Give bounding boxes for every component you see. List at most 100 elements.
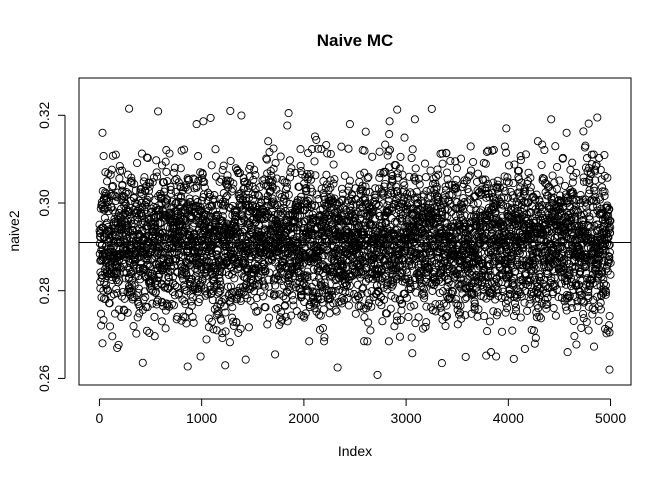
data-point bbox=[280, 301, 290, 310]
data-point bbox=[140, 173, 149, 182]
data-point bbox=[411, 164, 420, 173]
data-point bbox=[214, 288, 223, 297]
data-point bbox=[262, 155, 272, 164]
data-point bbox=[332, 307, 341, 316]
data-point bbox=[480, 312, 489, 321]
data-point bbox=[290, 257, 299, 266]
data-point bbox=[250, 165, 259, 174]
data-point bbox=[127, 280, 136, 289]
data-point bbox=[342, 280, 351, 289]
data-point bbox=[122, 188, 131, 197]
data-point bbox=[150, 312, 159, 321]
data-point bbox=[594, 316, 603, 325]
data-point bbox=[320, 337, 329, 346]
data-point bbox=[206, 113, 215, 122]
data-point bbox=[136, 185, 145, 194]
data-point bbox=[188, 312, 197, 322]
data-point bbox=[297, 292, 306, 301]
data-point bbox=[165, 302, 174, 311]
data-point bbox=[190, 230, 199, 239]
data-point bbox=[315, 310, 324, 319]
data-point bbox=[286, 251, 295, 261]
data-point bbox=[361, 182, 370, 191]
data-point bbox=[246, 284, 255, 294]
data-point bbox=[287, 164, 296, 173]
data-point bbox=[183, 185, 193, 194]
data-point bbox=[148, 178, 157, 187]
data-point bbox=[152, 297, 162, 306]
data-point bbox=[120, 294, 129, 303]
data-point bbox=[273, 250, 282, 260]
data-point bbox=[548, 171, 557, 180]
data-point bbox=[249, 175, 258, 184]
data-point bbox=[162, 167, 171, 176]
data-point bbox=[375, 173, 384, 182]
data-point bbox=[257, 214, 266, 223]
data-point bbox=[114, 256, 124, 265]
data-point bbox=[131, 186, 140, 195]
data-point bbox=[110, 231, 119, 240]
data-point bbox=[134, 299, 143, 308]
data-point bbox=[320, 333, 329, 342]
data-point bbox=[225, 240, 234, 249]
data-point bbox=[166, 185, 175, 194]
data-point bbox=[289, 296, 298, 305]
data-point bbox=[501, 308, 510, 317]
data-point bbox=[345, 176, 354, 185]
data-point bbox=[150, 332, 159, 341]
data-point bbox=[298, 281, 307, 290]
data-point bbox=[294, 259, 304, 268]
data-point bbox=[102, 177, 112, 186]
data-point bbox=[600, 191, 609, 200]
data-point bbox=[339, 243, 348, 252]
data-point bbox=[385, 130, 394, 139]
data-point bbox=[251, 171, 260, 180]
data-point bbox=[354, 267, 363, 276]
data-point bbox=[325, 290, 334, 300]
data-point bbox=[276, 210, 285, 220]
data-point bbox=[169, 301, 179, 310]
data-point bbox=[123, 308, 132, 317]
data-point bbox=[122, 222, 131, 231]
data-point bbox=[344, 211, 353, 220]
data-point bbox=[371, 184, 380, 193]
data-point bbox=[229, 317, 238, 326]
data-point bbox=[202, 335, 211, 344]
data-point bbox=[269, 164, 278, 173]
data-point bbox=[453, 320, 462, 329]
data-point bbox=[163, 300, 172, 309]
data-point bbox=[451, 211, 460, 221]
data-point bbox=[312, 135, 321, 144]
data-point bbox=[213, 234, 223, 243]
data-point bbox=[178, 295, 187, 304]
data-point bbox=[151, 260, 160, 269]
data-point bbox=[184, 259, 193, 268]
data-point bbox=[281, 312, 290, 321]
data-point bbox=[360, 146, 369, 155]
data-point bbox=[283, 288, 292, 297]
data-point bbox=[132, 329, 141, 338]
data-point bbox=[360, 337, 369, 346]
data-point bbox=[129, 322, 138, 331]
data-point bbox=[115, 262, 124, 271]
data-point bbox=[138, 305, 147, 314]
data-point bbox=[209, 325, 218, 334]
data-point bbox=[441, 321, 450, 331]
data-point bbox=[164, 278, 173, 287]
data-point bbox=[322, 170, 331, 179]
data-point bbox=[287, 311, 296, 320]
data-point bbox=[170, 163, 179, 172]
data-point bbox=[302, 281, 311, 291]
data-point bbox=[317, 294, 326, 304]
data-point bbox=[308, 187, 317, 196]
data-point bbox=[254, 275, 263, 284]
data-point bbox=[291, 211, 300, 221]
data-point bbox=[323, 149, 332, 158]
data-point bbox=[139, 177, 148, 186]
data-point bbox=[330, 175, 339, 184]
data-point bbox=[167, 300, 176, 309]
data-point bbox=[570, 332, 579, 341]
data-point bbox=[365, 188, 374, 197]
data-point bbox=[362, 187, 371, 196]
